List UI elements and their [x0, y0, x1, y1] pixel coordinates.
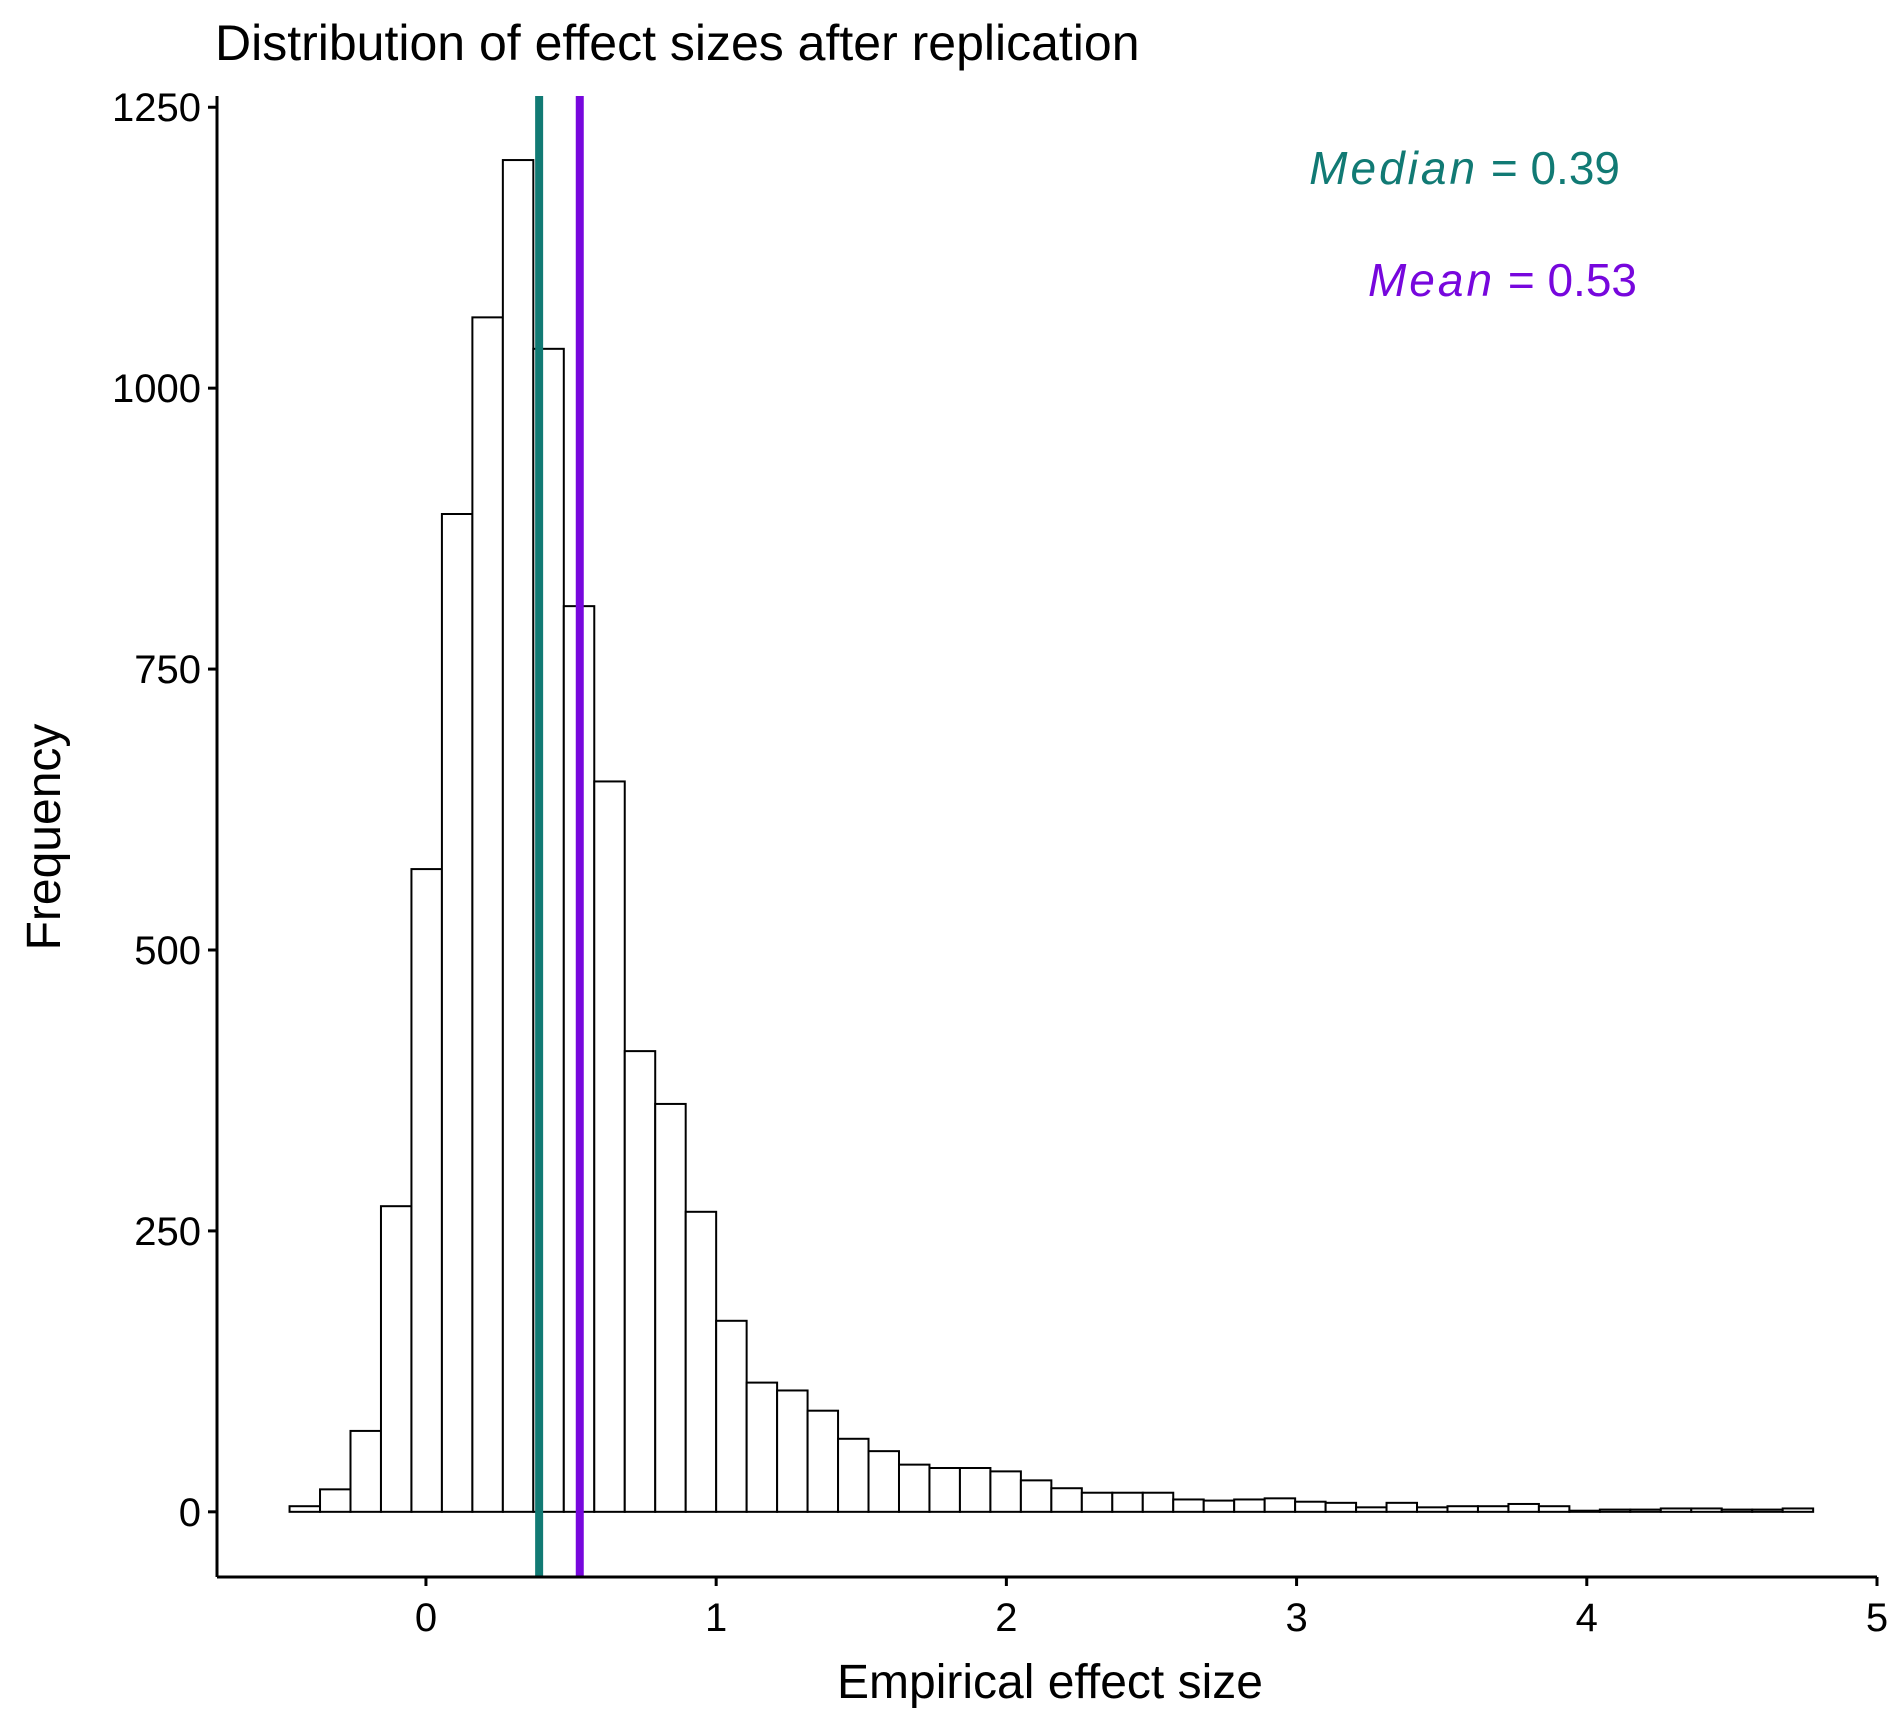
- histogram-bar: [989, 1470, 1022, 1513]
- histogram-bar: [1720, 1508, 1754, 1513]
- histogram-bar: [1080, 1491, 1114, 1513]
- histogram-bar: [1141, 1491, 1175, 1513]
- mean-annotation-label: Mean: [1368, 254, 1495, 306]
- histogram-bar: [1050, 1487, 1083, 1513]
- histogram-bar: [1324, 1501, 1358, 1513]
- y-tick-label: 250: [134, 1210, 201, 1254]
- histogram-bar: [1629, 1508, 1662, 1513]
- mean-annotation-value: = 0.53: [1495, 254, 1637, 306]
- histogram-bar: [410, 868, 443, 1513]
- y-tick-label: 0: [179, 1491, 201, 1535]
- x-tick-label: 2: [995, 1596, 1017, 1640]
- histogram-bar: [654, 1102, 687, 1513]
- median-annotation-label: Median: [1309, 142, 1478, 194]
- histogram-bar: [776, 1389, 809, 1513]
- histogram-bar: [1416, 1506, 1449, 1513]
- histogram-bar: [1385, 1501, 1419, 1513]
- histogram-bar: [623, 1050, 657, 1513]
- x-axis-title: Empirical effect size: [837, 1656, 1263, 1709]
- histogram-bar: [1233, 1498, 1266, 1513]
- x-tick-label: 5: [1866, 1596, 1888, 1640]
- histogram-bar: [1507, 1502, 1540, 1513]
- histogram-bar: [501, 159, 535, 1513]
- histogram-bar: [745, 1381, 779, 1513]
- reference-lines: [535, 96, 584, 1577]
- y-axis-ticks: 0 250 500 750 1000 1250: [112, 86, 217, 1535]
- y-tick-label: 1000: [112, 367, 201, 411]
- histogram-bar: [958, 1467, 992, 1513]
- histogram-bar: [806, 1409, 840, 1513]
- histogram-bar: [1019, 1479, 1053, 1513]
- histogram-bars: [288, 159, 1815, 1513]
- x-tick-label: 4: [1576, 1596, 1598, 1640]
- mean-annotation: Mean = 0.53: [1368, 254, 1637, 306]
- x-tick-label: 1: [705, 1596, 727, 1640]
- histogram-bar: [471, 316, 504, 1513]
- histogram-bar: [715, 1319, 748, 1513]
- x-axis-ticks: 0 1 2 3 4 5: [415, 1577, 1888, 1640]
- y-tick-label: 750: [134, 648, 201, 692]
- histogram-bar: [1202, 1499, 1236, 1513]
- median-annotation-value: = 0.39: [1478, 142, 1620, 194]
- histogram-bar: [837, 1437, 870, 1513]
- histogram-bar: [1446, 1505, 1479, 1513]
- histogram-bar: [684, 1210, 718, 1513]
- histogram-bar: [319, 1488, 352, 1513]
- x-tick-label: 0: [415, 1596, 437, 1640]
- histogram-bar: [1476, 1505, 1510, 1513]
- histogram-bar: [593, 780, 626, 1513]
- histogram-bar: [1751, 1508, 1784, 1513]
- histogram-bar: [1172, 1498, 1205, 1513]
- histogram-bar: [1294, 1500, 1327, 1513]
- histogram-bar: [928, 1467, 961, 1513]
- histogram-bar: [379, 1205, 413, 1513]
- histogram-bar: [1659, 1507, 1693, 1513]
- histogram-bar: [1781, 1507, 1815, 1513]
- histogram-bar: [1568, 1509, 1601, 1513]
- y-tick-label: 1250: [112, 86, 201, 130]
- histogram-bar: [1355, 1506, 1388, 1513]
- histogram-bar: [1263, 1497, 1297, 1513]
- histogram-bar: [349, 1429, 382, 1513]
- x-tick-label: 3: [1285, 1596, 1307, 1640]
- histogram-bar: [1111, 1491, 1144, 1513]
- histogram-bar: [288, 1505, 322, 1513]
- histogram-bar: [1690, 1507, 1723, 1513]
- histogram-bar: [440, 513, 474, 1513]
- histogram-bar: [1537, 1505, 1571, 1513]
- histogram-bar: [1598, 1508, 1632, 1513]
- median-annotation: Median = 0.39: [1309, 142, 1620, 194]
- chart-title: Distribution of effect sizes after repli…: [215, 15, 1140, 71]
- y-axis-title: Frequency: [18, 724, 71, 951]
- y-tick-label: 500: [134, 929, 201, 973]
- histogram-bar: [897, 1463, 931, 1513]
- histogram-bar: [867, 1450, 900, 1513]
